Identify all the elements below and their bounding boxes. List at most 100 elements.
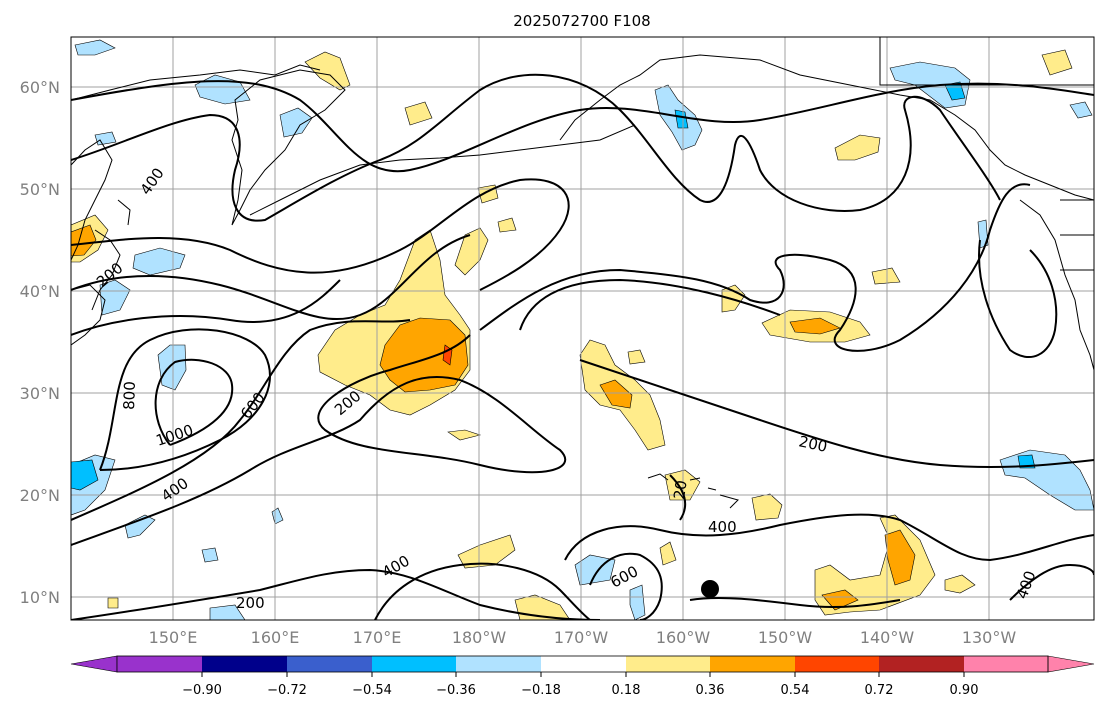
positive-anomaly-region	[454, 227, 489, 276]
lon-label: 160°W	[656, 628, 711, 647]
colorbar-segment	[372, 656, 456, 672]
contour-line	[71, 234, 471, 320]
negative-anomaly-region	[279, 107, 313, 138]
positive-anomaly-core	[599, 379, 633, 409]
coastlines	[71, 37, 1094, 509]
colorbar-segment	[541, 656, 626, 672]
lat-label: 60°N	[20, 78, 60, 97]
contour-line	[978, 239, 1058, 359]
contour-label: 400	[708, 518, 737, 536]
colorbar-tick-label: −0.18	[521, 683, 561, 698]
lon-label: 160°E	[251, 628, 300, 647]
contour-line	[479, 183, 1031, 352]
colorbar-tick-label: 0.90	[950, 683, 979, 698]
contour-line	[669, 474, 687, 521]
storm-center-marker	[701, 580, 719, 598]
positive-anomaly-region	[304, 51, 351, 91]
positive-anomaly-region	[834, 134, 881, 161]
contour-label: 20	[670, 479, 690, 500]
positive-anomaly-region	[107, 597, 119, 609]
contour-line	[71, 178, 570, 291]
contour-line	[689, 596, 901, 609]
positive-anomaly-core	[71, 224, 97, 257]
colorbar-tick-label: −0.72	[267, 683, 307, 698]
positive-anomaly-region	[944, 574, 976, 594]
positive-anomaly-core	[379, 317, 469, 393]
positive-anomaly-region	[404, 101, 433, 126]
lon-label: 170°W	[554, 628, 609, 647]
negative-anomaly-region	[99, 279, 131, 316]
positive-anomaly-core	[821, 589, 859, 611]
lon-label: 150°W	[758, 628, 813, 647]
longitude-labels: 150°E 160°E 170°E 180°W 170°W 160°W 150°…	[149, 628, 1017, 647]
colorbar-ticks	[201, 672, 965, 677]
negative-anomaly-core	[71, 459, 99, 491]
positive-anomaly-core	[789, 317, 841, 335]
colorbar-tick-label: 0.54	[781, 683, 810, 698]
lon-label: 130°W	[962, 628, 1017, 647]
contour-line	[1009, 563, 1094, 601]
lat-label: 40°N	[20, 282, 60, 301]
alaska-coast	[559, 54, 1094, 201]
map-background	[71, 37, 1094, 620]
contour-line	[564, 513, 1094, 562]
colorbar-segment	[456, 656, 541, 672]
positive-anomaly-region	[1041, 49, 1073, 76]
positive-anomaly-region	[871, 267, 901, 285]
japan-islands	[91, 199, 131, 311]
negative-anomaly-region	[74, 39, 116, 56]
aleutian-chain	[249, 124, 636, 216]
contour-label: 200	[236, 594, 265, 612]
contour-line	[71, 334, 567, 546]
contour-line	[71, 73, 1001, 222]
colorbar-tick-label: −0.54	[352, 683, 392, 698]
borders	[879, 37, 1094, 271]
positive-anomaly-region	[457, 534, 516, 569]
contour-line	[99, 328, 271, 471]
lon-label: 180°W	[452, 628, 507, 647]
negative-anomaly-region	[201, 547, 219, 563]
positive-anomaly-region	[497, 217, 517, 233]
lon-label: 170°E	[353, 628, 402, 647]
colorbar-low-extension	[70, 655, 118, 673]
lon-label: 150°E	[149, 628, 198, 647]
negative-anomaly-region	[209, 604, 246, 620]
colorbar-tick-label: 0.18	[612, 683, 641, 698]
contour-line	[589, 552, 663, 620]
north-america-coast	[1019, 199, 1094, 371]
contour-label: 200	[797, 432, 829, 456]
lon-label: 140°W	[860, 628, 915, 647]
negative-anomaly-region	[132, 247, 186, 276]
colorbar-segment	[964, 656, 1048, 672]
colorbar-tick-label: 0.72	[865, 683, 894, 698]
colorbar-segment	[626, 656, 710, 672]
contour-label: 800	[120, 381, 139, 410]
lat-label: 50°N	[20, 180, 60, 199]
contour-line	[579, 359, 1094, 469]
colorbar: −0.90 −0.72 −0.54 −0.36 −0.18 0.18 0.36 …	[70, 655, 1095, 698]
asia-coast	[71, 64, 321, 346]
positive-anomaly-core	[884, 529, 916, 586]
contour-line	[71, 80, 1094, 173]
colorbar-tick-label: −0.36	[436, 683, 476, 698]
colorbar-segment	[710, 656, 795, 672]
height-contours	[71, 73, 1094, 620]
map-title: 2025072700 F108	[513, 12, 650, 30]
contour-line	[71, 319, 411, 521]
negative-anomaly-region	[124, 514, 156, 539]
contour-line	[71, 568, 601, 620]
positive-anomaly-region	[659, 541, 677, 566]
contour-line	[154, 358, 234, 446]
contour-line	[519, 278, 781, 331]
colorbar-segment	[287, 656, 372, 672]
map-frame	[70, 36, 1095, 621]
positive-anomaly-region	[447, 429, 482, 441]
colorbar-tick-label: 0.36	[696, 683, 725, 698]
colorbar-frame	[116, 655, 1049, 673]
colorbar-segment	[879, 656, 964, 672]
colorbar-tick-label: −0.90	[182, 683, 222, 698]
lat-label: 30°N	[20, 384, 60, 403]
colorbar-segment	[117, 656, 202, 672]
lat-label: 20°N	[20, 486, 60, 505]
